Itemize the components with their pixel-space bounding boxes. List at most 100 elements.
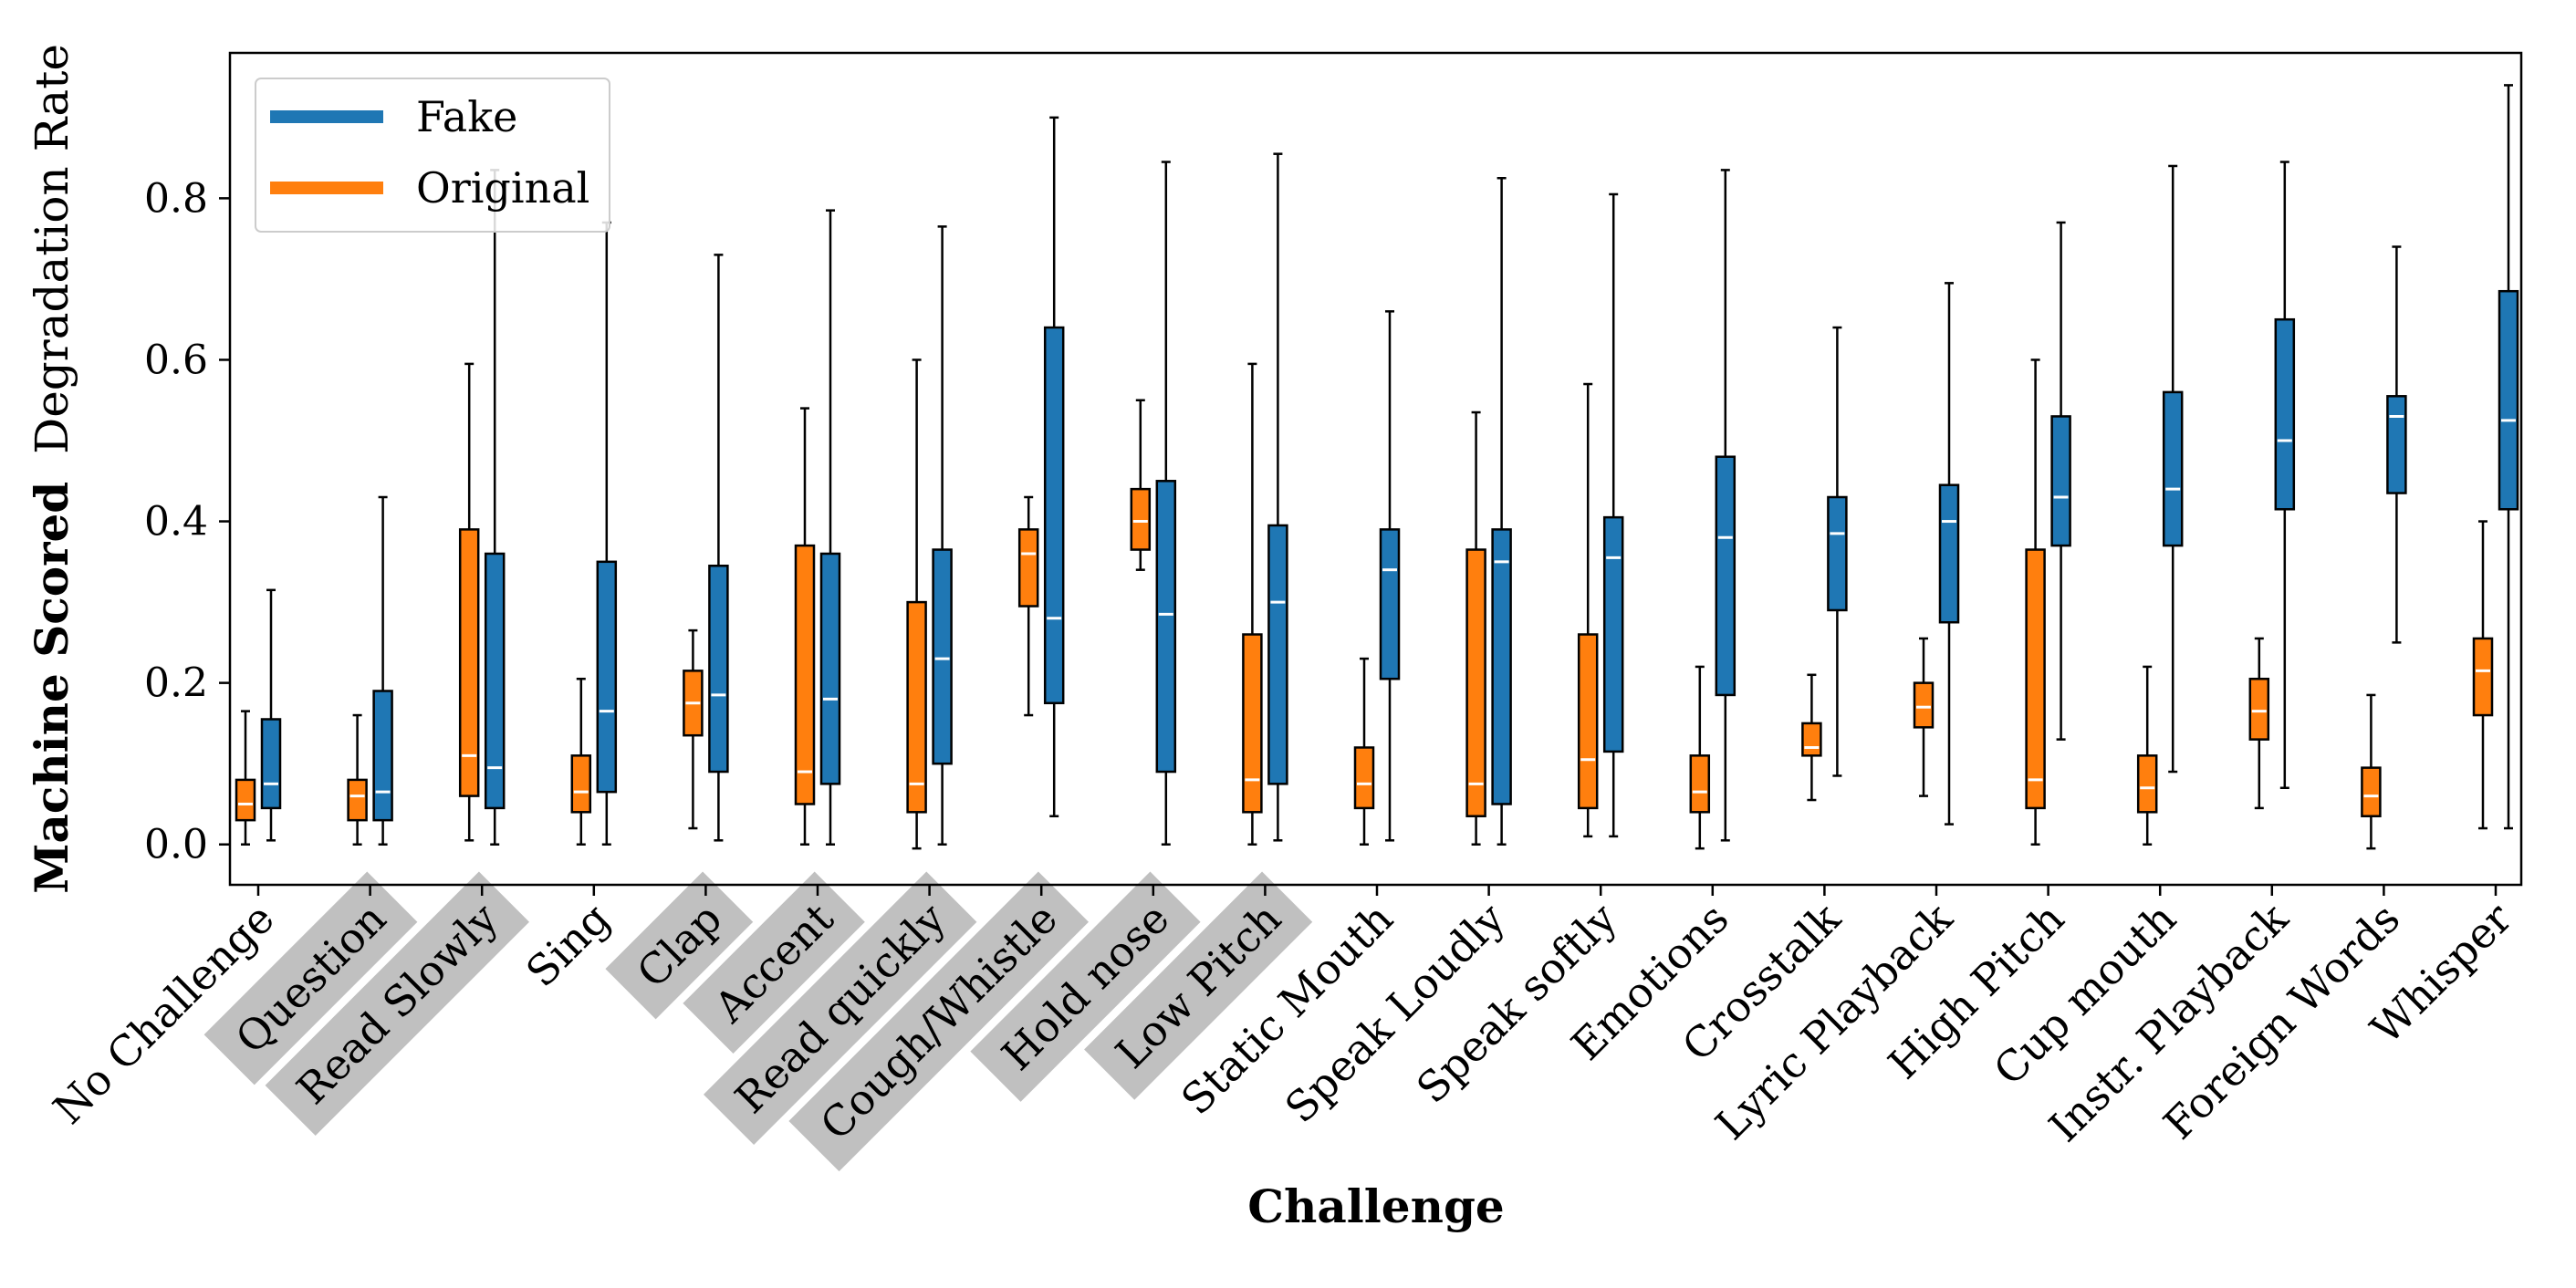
box-original [2136,665,2158,846]
box-iqr [347,778,368,822]
box-fake [1827,326,1848,777]
y-tick-label: 0.6 [144,337,208,383]
box-iqr [458,528,480,797]
box-iqr [819,552,841,785]
box-iqr [235,778,256,822]
box-original [1577,382,1599,838]
box-iqr [1491,528,1512,805]
box-iqr [2361,766,2382,817]
legend: Fake Original [255,78,610,233]
box-iqr [484,552,506,810]
box-fake [596,221,618,846]
box-fake [1938,282,1960,826]
box-iqr [1938,483,1960,624]
box-fake [1267,152,1288,842]
box-original [1353,657,1375,846]
box-iqr [906,600,927,814]
box-original [2025,358,2046,846]
box-original [458,362,480,842]
category-highlight [970,871,1201,1102]
box-fake [1043,116,1065,817]
box-original [1242,362,1263,846]
box-iqr [1801,722,1822,757]
box-iqr [1689,754,1711,814]
box-fake [1602,192,1624,838]
category-highlight [683,871,865,1054]
box-original [1017,495,1039,717]
box-original [2248,637,2270,810]
box-iqr [260,718,282,810]
box-original [1465,410,1486,846]
box-iqr [2162,390,2184,547]
box-iqr [1913,681,1935,729]
box-iqr [794,544,816,805]
y-tick-label: 0.0 [144,822,208,868]
y-axis: 0.0 0.2 0.4 0.6 0.8 [144,175,230,868]
y-axis-title-bold: Machine Scored [25,482,78,894]
box-iqr [1130,487,1152,551]
box-iqr [2498,289,2519,511]
box-original [1130,399,1152,571]
box-iqr [372,690,393,822]
box-original [570,677,592,846]
box-original [794,407,816,846]
box-layer [235,84,2519,850]
box-iqr [1715,455,1736,697]
box-iqr [2025,548,2046,810]
box-fake [2050,221,2071,741]
box-fake [2498,84,2519,830]
highlight-layer [203,871,1313,1172]
y-tick-label: 0.2 [144,660,208,707]
box-iqr [2248,677,2270,741]
category-highlight [265,871,530,1137]
box-original [906,358,927,850]
box-fake [1155,161,1177,846]
y-tick-label: 0.4 [144,499,208,545]
box-original [2472,520,2494,830]
box-original [235,710,256,846]
box-original [1689,665,1711,850]
box-iqr [1353,746,1375,810]
box-iqr [570,754,592,814]
category-highlight [605,871,754,1020]
box-fake [932,225,953,846]
box-iqr [2050,415,2071,547]
legend-label: Fake [416,92,517,141]
box-fake [372,495,393,846]
box-iqr [1043,326,1065,705]
box-iqr [1155,480,1177,774]
box-iqr [2274,317,2296,511]
box-original [683,628,704,830]
box-iqr [708,565,729,774]
box-iqr [1017,528,1039,608]
box-fake [260,588,282,842]
box-iqr [1267,524,1288,785]
legend-label: Original [416,163,589,213]
box-original [1913,637,1935,797]
box-iqr [2136,754,2158,814]
category-highlight [703,871,977,1146]
box-original [1801,673,1822,802]
box-iqr [2386,395,2407,494]
box-iqr [1242,633,1263,814]
box-iqr [1602,515,1624,753]
box-iqr [2472,637,2494,717]
box-iqr [1577,633,1599,810]
box-original [347,713,368,846]
box-fake [1491,176,1512,846]
y-axis-title-rest: Degradation Rate [26,44,78,454]
category-highlight [203,871,418,1085]
x-axis-title: Challenge [1247,1179,1504,1233]
box-fake [2162,164,2184,774]
box-iqr [932,548,953,765]
box-iqr [1379,528,1401,680]
category-highlight [1084,871,1313,1100]
box-fake [1715,169,1736,842]
box-fake [2386,245,2407,644]
y-axis-title: Machine Scored Degradation Rate [25,44,78,894]
box-original [2361,693,2382,850]
plot-frame [228,51,2523,887]
box-fake [708,254,729,842]
box-fake [2274,161,2296,789]
